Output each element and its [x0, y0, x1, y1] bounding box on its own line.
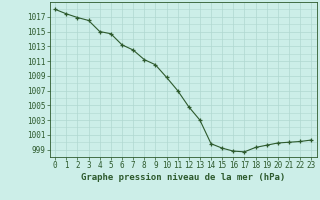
- X-axis label: Graphe pression niveau de la mer (hPa): Graphe pression niveau de la mer (hPa): [81, 173, 285, 182]
